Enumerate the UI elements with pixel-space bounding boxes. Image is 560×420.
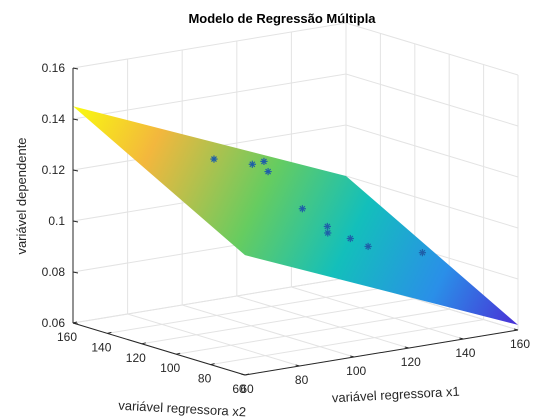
data-point [298,205,306,213]
data-point [264,167,272,176]
chart-title: Modelo de Regressão Múltipla [188,11,376,26]
x1-tick-mark [295,364,300,367]
x1-tick-mark [404,346,409,349]
x2-axis-line [72,322,246,376]
data-point [248,160,256,168]
z-tick-mark [72,220,79,223]
z-tick-mark [72,169,79,172]
regression-surface [73,106,518,325]
x2-tick-mark [210,363,215,366]
z-tick-label: 0.1 [48,214,65,228]
data-point [210,155,218,163]
data-point [346,234,354,243]
x1-axis-label: variável regressora x1 [332,384,461,406]
x2-tick-label: 160 [57,330,77,344]
z-tick-label: 0.16 [42,61,66,75]
floor-grid-x2-3 [141,298,415,345]
x1-tick-mark [350,355,355,358]
z-tick-label: 0.14 [42,112,66,126]
x1-tick-label: 80 [295,373,309,387]
z-tick-label: 0.08 [42,265,66,279]
data-points [210,155,427,257]
floor-grid-x1-4 [291,286,464,340]
x1-axis-line [244,329,519,376]
data-point [364,242,372,251]
floor-grid-x1-3 [236,295,409,349]
x2-tick-mark [244,373,250,376]
x2-axis-label: variável regressora x2 [118,398,247,420]
x1-tick-label: 160 [510,337,530,351]
x2-tick-mark [107,331,112,334]
x2-tick-label: 120 [126,351,146,365]
data-point [260,157,268,166]
z-tick-mark [72,67,79,70]
z-tick-mark [72,271,79,274]
z-tick-mark [72,322,79,325]
x2-tick-mark [141,342,146,345]
z-tick-label: 0.06 [42,316,66,330]
x2-tick-label: 140 [91,340,111,354]
surface-plane [73,106,518,325]
z-tick-mark [72,118,79,121]
x1-tick-label: 140 [455,346,475,360]
x2-tick-mark [176,352,181,355]
floor-grid-x1-1 [127,313,300,367]
x2-tick-label: 100 [160,361,180,375]
data-point [324,229,332,237]
floor-grid-x2-1 [210,319,484,366]
x1-tick-label: 100 [346,364,366,378]
x1-tick-label: 60 [240,382,254,396]
floor-grid-x1-2 [182,304,355,358]
x1-tick-label: 120 [401,355,421,369]
x2-tick-label: 60 [232,382,246,396]
wall-grid-z-5 [72,22,519,76]
x1-tick-mark [513,328,519,331]
x1-tick-mark [240,373,246,376]
x1-tick-mark [459,337,464,340]
floor-grid-x2-2 [176,308,450,355]
data-point [323,222,331,231]
z-axis-label: variável dependente [14,137,29,254]
z-tick-label: 0.12 [42,163,66,177]
wall-grid-z-4 [72,73,519,127]
data-point [418,249,427,257]
floor-grid-x2-4 [107,287,381,334]
x2-tick-label: 80 [198,372,212,386]
axis-ticks: 608010012014016060801001201401600.060.08… [42,61,531,396]
